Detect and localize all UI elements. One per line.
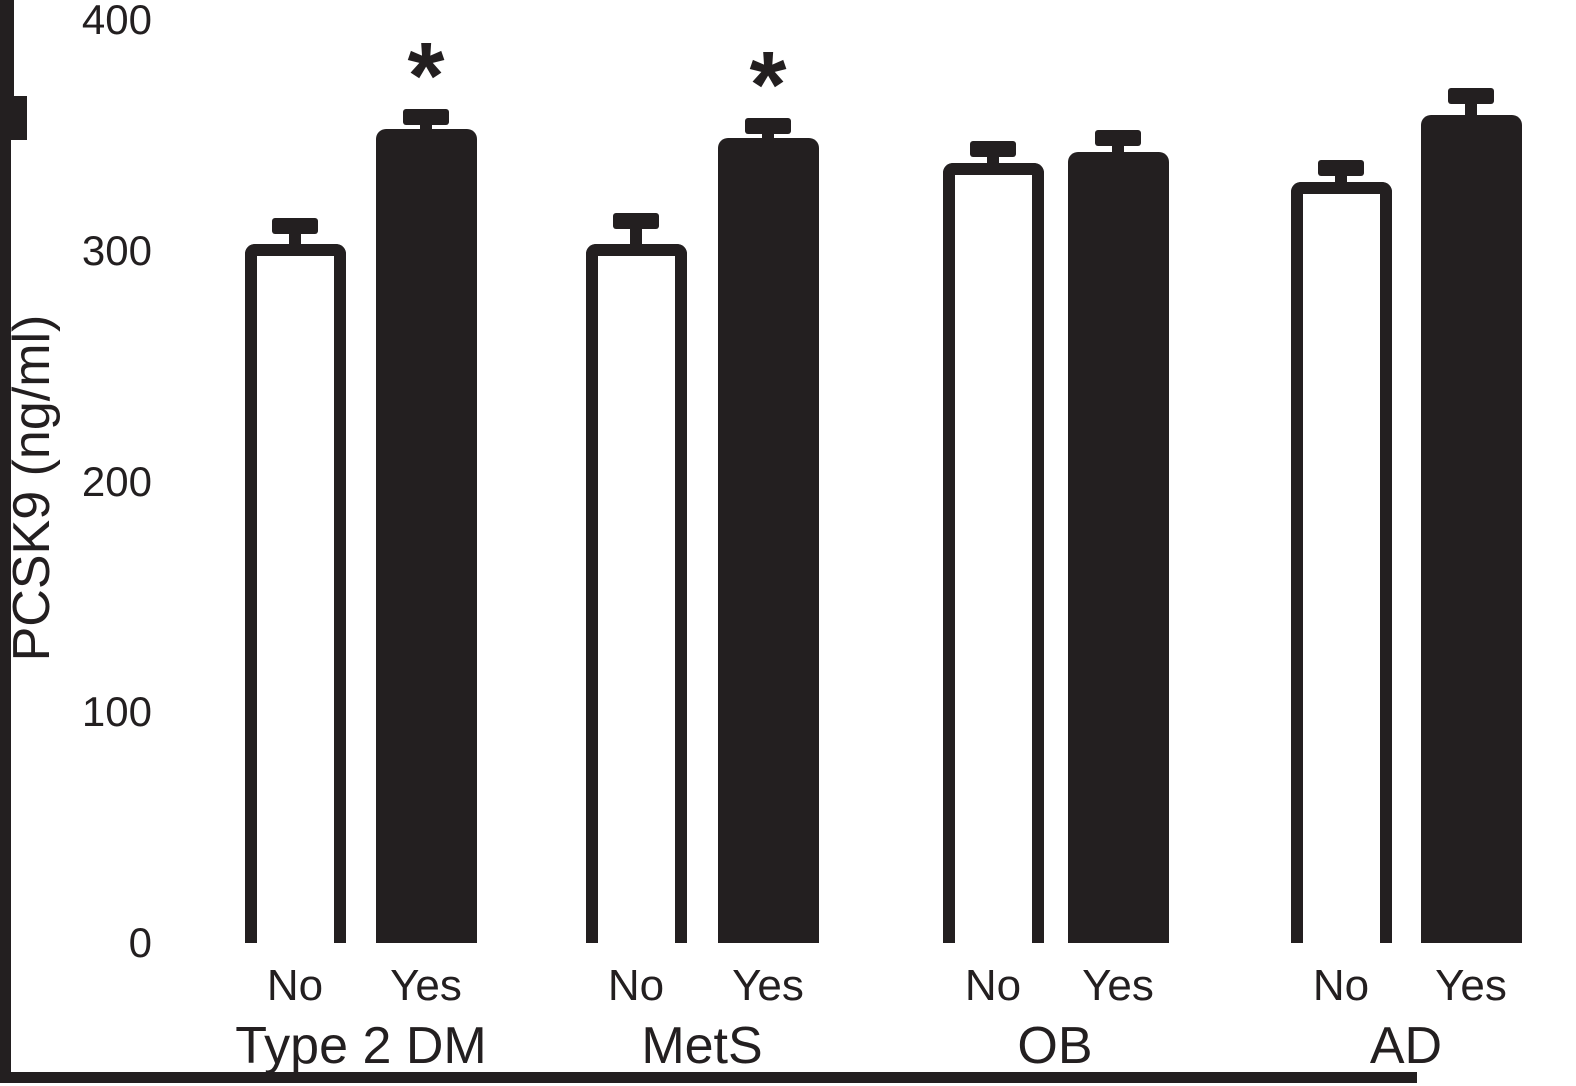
bar-ad-no (1290, 181, 1392, 943)
bar-ob-no (942, 163, 1044, 943)
bar-label-no: No (1312, 961, 1370, 1010)
bar-label-no: No (964, 961, 1022, 1010)
y-axis-line (0, 140, 11, 1072)
error-bar-cap (745, 118, 791, 135)
y-tick-label: 400 (81, 0, 152, 44)
group-label-type-2-dm: Type 2 DM (235, 1017, 487, 1075)
error-bar-cap (1448, 88, 1494, 105)
bar-type-2-dm-yes (375, 128, 477, 943)
group-label-ob: OB (1017, 1017, 1093, 1075)
bar-ad-yes (1420, 114, 1522, 943)
x-axis-group-tick (0, 72, 14, 96)
x-axis-group-tick (0, 48, 14, 72)
y-axis-tick (0, 107, 27, 118)
y-tick-label: 0 (128, 919, 152, 966)
x-axis-group-tick (0, 0, 14, 24)
y-tick-label: 100 (81, 688, 152, 736)
bar-label-yes: Yes (1435, 961, 1507, 1010)
bar-mets-yes (717, 137, 819, 943)
y-axis-tick (0, 129, 27, 140)
bar-mets-no (585, 244, 687, 943)
error-bar-cap (1318, 159, 1364, 176)
significance-asterisk: * (749, 32, 787, 139)
y-tick-label: 300 (81, 226, 152, 274)
error-bar-cap (403, 109, 449, 126)
error-bar-cap (272, 217, 318, 234)
significance-asterisk: * (407, 23, 445, 130)
error-bar-cap (613, 213, 659, 229)
group-label-ad: AD (1369, 1017, 1443, 1075)
bar-label-yes: Yes (732, 961, 804, 1010)
x-axis-line (0, 1072, 1417, 1083)
bar-label-no: No (266, 961, 324, 1010)
bar-label-yes: Yes (390, 961, 462, 1010)
group-label-mets: MetS (641, 1017, 763, 1075)
bar-ob-yes (1067, 151, 1169, 943)
bar-type-2-dm-no (244, 244, 346, 943)
y-axis-tick (0, 96, 27, 107)
bar-label-yes: Yes (1082, 961, 1154, 1010)
x-axis-group-tick (0, 24, 14, 48)
bar-label-no: No (607, 961, 665, 1010)
y-axis-tick (0, 118, 27, 129)
error-bar-cap (1095, 129, 1141, 146)
y-tick-label: 200 (81, 457, 152, 505)
error-bar-cap (970, 141, 1016, 158)
